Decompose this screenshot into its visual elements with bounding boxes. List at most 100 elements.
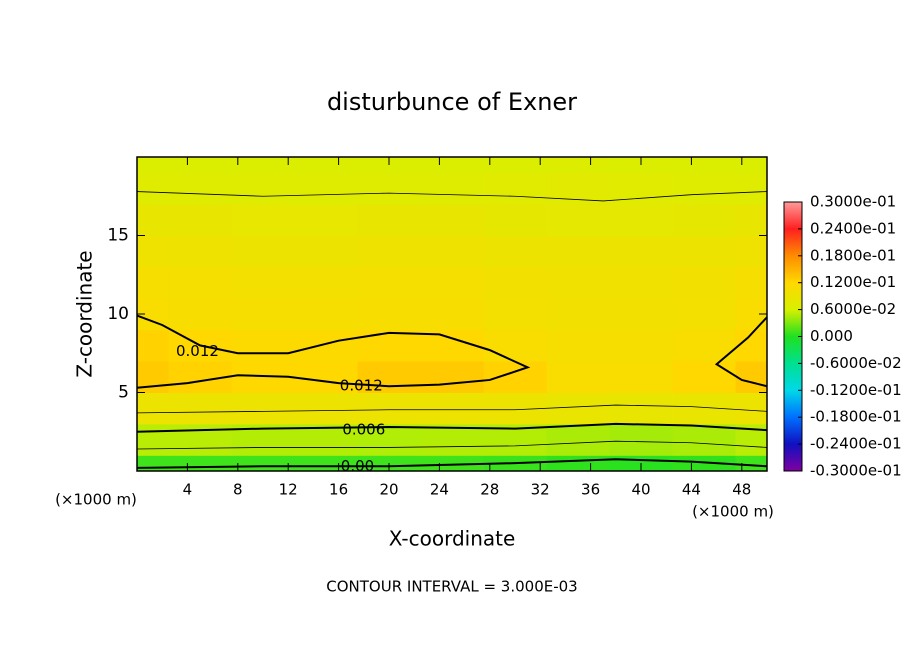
field-cell [231, 329, 295, 362]
field-cell [483, 266, 547, 299]
field-cell [609, 172, 673, 205]
field-cell [672, 157, 736, 174]
field-cell [483, 329, 547, 362]
footer: CONTOUR INTERVAL = 3.000E-03 [326, 578, 577, 596]
field-cell [609, 392, 673, 425]
field-cell [672, 455, 736, 472]
field-cell [609, 266, 673, 299]
field-cell [294, 392, 358, 425]
field-cell [546, 157, 610, 174]
field-cell [420, 361, 484, 393]
field-cell [420, 204, 484, 236]
x-tick-label: 4 [183, 481, 193, 499]
x-tick-label: 16 [329, 481, 348, 499]
x-tick-label: 32 [531, 481, 550, 499]
field-cell [137, 329, 169, 362]
colorbar-label: 0.1800e-01 [810, 246, 896, 264]
field-cell [420, 455, 484, 472]
colorbar-label: 0.6000e-02 [810, 300, 896, 318]
field-cell [609, 157, 673, 174]
field-cell [168, 235, 232, 268]
field-cell [294, 172, 358, 205]
x-tick-label: 28 [480, 481, 499, 499]
x-tick-label: 8 [233, 481, 243, 499]
contour-line [136, 191, 768, 202]
x-tick-label: 36 [581, 481, 600, 499]
field-cell [609, 329, 673, 362]
colorbar-label: 0.000 [810, 327, 853, 345]
field-cell [294, 235, 358, 268]
contour-line [136, 314, 531, 389]
field-cell [231, 455, 295, 472]
colorbar-label: -0.1200e-01 [810, 381, 902, 399]
colorbar-label: -0.6000e-02 [810, 354, 902, 372]
field-cell [609, 361, 673, 393]
field-cell [357, 392, 421, 425]
field-cell [546, 392, 610, 425]
field-cell [168, 172, 232, 205]
field-cell [609, 204, 673, 236]
field-cell [294, 157, 358, 174]
field-cell [546, 298, 610, 331]
field-cell [357, 157, 421, 174]
field-cell [672, 298, 736, 331]
colorbar-label: 0.1200e-01 [810, 273, 896, 291]
y-axis-label: Z-coordinate [73, 250, 97, 377]
field-cell [231, 392, 295, 425]
x-tick-label: 12 [279, 481, 298, 499]
contour-line [136, 404, 768, 414]
field-cell [294, 204, 358, 236]
field-cell [483, 235, 547, 268]
field-cell [168, 266, 232, 299]
field-cell [672, 423, 736, 456]
chart-title: disturbunce of Exner [327, 88, 577, 116]
contour-label: 0.012 [176, 342, 219, 360]
field-cell [357, 361, 421, 393]
field-cell [420, 392, 484, 425]
colorbar-label: 0.3000e-01 [810, 193, 896, 211]
colorbar-label: 0.2400e-01 [810, 219, 896, 237]
field-cell [294, 423, 358, 456]
contour-label: 0.00 [341, 457, 374, 475]
field-cell [672, 361, 736, 393]
field-cell [357, 329, 421, 362]
field-cell [137, 157, 169, 174]
field-cell [546, 455, 610, 472]
field-cell [483, 361, 547, 393]
field-cell [672, 235, 736, 268]
x-unit: (×1000 m) [692, 503, 774, 521]
y-tick-label: 15 [107, 226, 129, 246]
x-tick-label: 40 [631, 481, 650, 499]
colorbar-label: -0.1800e-01 [810, 408, 902, 426]
x-axis-label: X-coordinate [389, 527, 516, 551]
field-cell [137, 423, 169, 456]
field-cell [735, 204, 768, 236]
field-cell [294, 455, 358, 472]
field-cell [357, 235, 421, 268]
field-cell [294, 298, 358, 331]
field-cell [137, 204, 169, 236]
field-cell [168, 392, 232, 425]
field-cell [546, 423, 610, 456]
field-cell [420, 298, 484, 331]
field-cell [231, 266, 295, 299]
field-cell [483, 204, 547, 236]
field-cell [735, 392, 768, 425]
field-cell [231, 235, 295, 268]
field-cell [294, 361, 358, 393]
field-cell [420, 157, 484, 174]
contour-line [136, 458, 768, 469]
contour-line [714, 316, 768, 388]
y-tick-label: 10 [107, 304, 129, 324]
field-cell [420, 235, 484, 268]
field-cell [357, 298, 421, 331]
contour-line [136, 440, 768, 450]
field-cell [483, 172, 547, 205]
field-cell [231, 157, 295, 174]
field-cell [357, 172, 421, 205]
x-tick-label: 44 [682, 481, 701, 499]
field-cell [483, 298, 547, 331]
colorbar-label: -0.3000e-01 [810, 462, 902, 480]
field-cell [294, 329, 358, 362]
